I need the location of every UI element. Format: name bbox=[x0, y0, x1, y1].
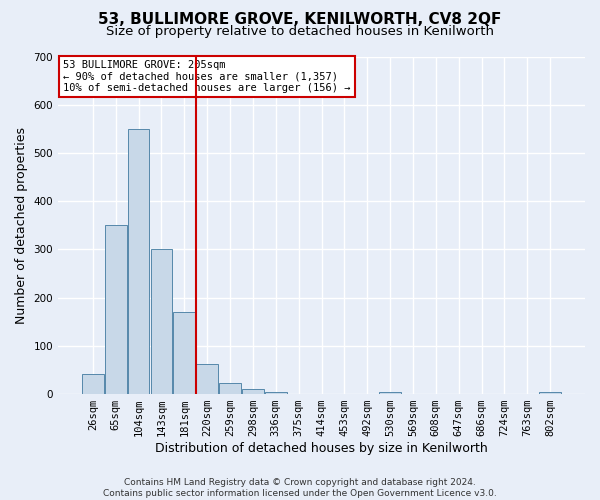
Bar bbox=[151, 250, 172, 394]
Text: 53, BULLIMORE GROVE, KENILWORTH, CV8 2QF: 53, BULLIMORE GROVE, KENILWORTH, CV8 2QF bbox=[98, 12, 502, 28]
Bar bbox=[539, 392, 561, 394]
X-axis label: Distribution of detached houses by size in Kenilworth: Distribution of detached houses by size … bbox=[155, 442, 488, 455]
Bar bbox=[105, 226, 127, 394]
Bar bbox=[242, 390, 264, 394]
Text: 53 BULLIMORE GROVE: 205sqm
← 90% of detached houses are smaller (1,357)
10% of s: 53 BULLIMORE GROVE: 205sqm ← 90% of deta… bbox=[64, 60, 351, 93]
Bar bbox=[82, 374, 104, 394]
Bar bbox=[379, 392, 401, 394]
Bar bbox=[173, 312, 195, 394]
Text: Contains HM Land Registry data © Crown copyright and database right 2024.
Contai: Contains HM Land Registry data © Crown c… bbox=[103, 478, 497, 498]
Y-axis label: Number of detached properties: Number of detached properties bbox=[15, 127, 28, 324]
Bar bbox=[196, 364, 218, 394]
Bar bbox=[128, 129, 149, 394]
Bar bbox=[265, 392, 287, 394]
Text: Size of property relative to detached houses in Kenilworth: Size of property relative to detached ho… bbox=[106, 25, 494, 38]
Bar bbox=[219, 384, 241, 394]
